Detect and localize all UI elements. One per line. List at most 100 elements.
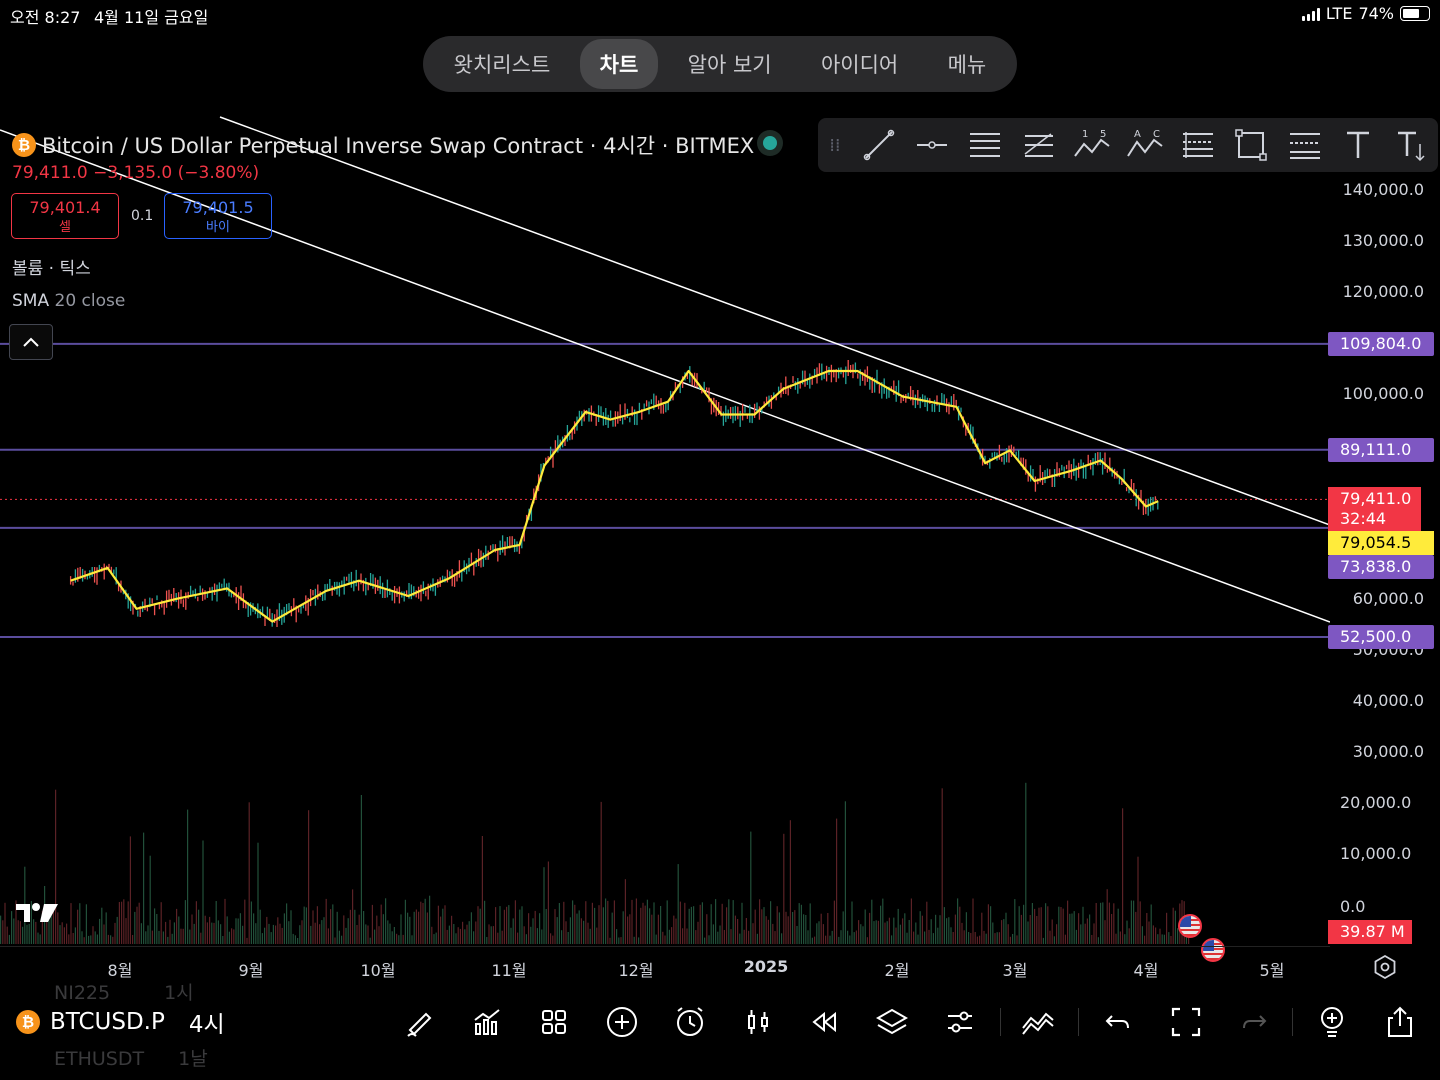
price-chart[interactable]	[0, 0, 1330, 946]
tab-chart[interactable]: 차트	[579, 39, 659, 89]
redo-icon[interactable]	[1236, 1004, 1272, 1040]
volume-bar	[158, 930, 160, 944]
us-flag-icon[interactable]	[1201, 938, 1225, 962]
layers-icon[interactable]	[874, 1004, 910, 1040]
indicator-templates-icon[interactable]	[1020, 1004, 1056, 1040]
buy-button[interactable]: 79,401.5 바이	[164, 193, 272, 239]
volume-bar	[437, 905, 439, 944]
volume-bar	[301, 920, 303, 944]
add-icon[interactable]	[604, 1004, 640, 1040]
volume-bar	[880, 905, 882, 944]
volume-bar	[668, 929, 670, 944]
volume-bar	[1073, 911, 1075, 944]
volume-bar	[572, 900, 574, 944]
volume-bar	[1146, 913, 1148, 944]
volume-bar	[638, 937, 640, 944]
ghost-symbol: NI225 1시	[54, 978, 194, 1005]
volume-bar	[189, 929, 191, 944]
gear-icon[interactable]	[1372, 954, 1398, 980]
volume-bar	[160, 902, 162, 944]
pitchfork-icon[interactable]	[1278, 118, 1331, 172]
volume-bar	[715, 899, 717, 944]
candles-icon[interactable]	[740, 1004, 776, 1040]
volume-bar	[418, 911, 420, 944]
symbol-selector[interactable]: ₿ BTCUSD.P 4시	[16, 1005, 225, 1039]
price-tick: 140,000.0	[1342, 180, 1424, 199]
volume-bar	[39, 934, 41, 944]
brush-icon[interactable]	[402, 1004, 438, 1040]
svg-text:C: C	[1153, 129, 1160, 140]
volume-bar	[1003, 919, 1005, 944]
volume-bar	[332, 904, 334, 944]
volume-bar	[508, 905, 510, 944]
tab-explore[interactable]: 알아 보기	[687, 53, 772, 77]
volume-bar	[514, 900, 516, 944]
us-flag-icon[interactable]	[1178, 914, 1202, 938]
symbol-header[interactable]: ₿ Bitcoin / US Dollar Perpetual Inverse …	[12, 130, 754, 160]
volume-bar	[68, 934, 70, 944]
alarm-icon[interactable]	[672, 1004, 708, 1040]
volume-bar	[169, 919, 171, 944]
volume-bar	[836, 818, 838, 944]
volume-bar	[840, 930, 842, 944]
tab-watchlist[interactable]: 왓치리스트	[453, 53, 551, 77]
parallel-channel-icon[interactable]	[958, 118, 1011, 172]
volume-indicator-label[interactable]: 볼륨 · 틱스	[12, 259, 91, 279]
volume-bar	[855, 930, 857, 944]
rectangle-icon[interactable]	[1225, 118, 1278, 172]
volume-bar	[541, 929, 543, 944]
volume-bar	[248, 802, 250, 944]
settings-sliders-icon[interactable]	[942, 1004, 978, 1040]
market-status-icon[interactable]	[757, 130, 783, 156]
level-label-52500[interactable]: 52,500.0	[1328, 625, 1434, 649]
volume-bar	[884, 922, 886, 944]
fullscreen-icon[interactable]	[1168, 1004, 1204, 1040]
sell-button[interactable]: 79,401.4 셀	[11, 193, 119, 239]
volume-bar	[886, 921, 888, 944]
collapse-legend-button[interactable]	[9, 324, 53, 360]
volume-bar	[899, 924, 901, 944]
volume-bar	[745, 918, 747, 944]
sma-indicator-label[interactable]: SMA 20 close	[12, 291, 125, 311]
volume-bar	[1113, 903, 1115, 944]
volume-bar	[690, 906, 692, 944]
volume-bar	[1069, 913, 1071, 944]
trend-line-icon[interactable]	[852, 118, 905, 172]
volume-bar	[308, 810, 310, 944]
volume-bar	[831, 930, 833, 944]
volume-bar	[11, 911, 13, 944]
ruler-bars-icon[interactable]	[1172, 118, 1225, 172]
level-label-109804[interactable]: 109,804.0	[1328, 332, 1434, 356]
volume-bar	[415, 909, 417, 944]
horizontal-ray-icon[interactable]	[905, 118, 958, 172]
volume-bar	[660, 906, 662, 944]
volume-bar	[902, 918, 904, 944]
drag-handle-icon[interactable]: ⁞⁞	[829, 134, 841, 156]
time-axis[interactable]: 8월 9월 10월 11월 12월 2025 2월 3월 4월 5월	[0, 946, 1330, 985]
level-label-89111[interactable]: 89,111.0	[1328, 438, 1434, 462]
volume-bar	[598, 905, 600, 944]
volume-bar	[281, 927, 283, 944]
tab-menu[interactable]: 메뉴	[947, 53, 987, 77]
ideas-icon[interactable]	[1314, 1004, 1350, 1040]
undo-icon[interactable]	[1100, 1004, 1136, 1040]
level-label-73838[interactable]: 73,838.0	[1328, 555, 1434, 579]
layouts-icon[interactable]	[536, 1004, 572, 1040]
volume-bar	[235, 918, 237, 944]
volume-bar	[448, 925, 450, 944]
volume-bar	[1062, 908, 1064, 944]
share-icon[interactable]	[1382, 1004, 1418, 1040]
chart-type-icon[interactable]	[469, 1004, 505, 1040]
replay-icon[interactable]	[806, 1004, 842, 1040]
tab-ideas[interactable]: 아이디어	[820, 53, 899, 77]
volume-bar	[116, 916, 118, 944]
fib-retracement-icon[interactable]	[1012, 118, 1065, 172]
price-tick: 10,000.0	[1340, 844, 1412, 863]
text-note-icon[interactable]	[1385, 118, 1438, 172]
volume-bar	[341, 935, 343, 944]
ticker-interval[interactable]: 4시	[188, 1012, 225, 1038]
ticker-symbol[interactable]: BTCUSD.P	[50, 1009, 165, 1035]
text-icon[interactable]	[1331, 118, 1384, 172]
